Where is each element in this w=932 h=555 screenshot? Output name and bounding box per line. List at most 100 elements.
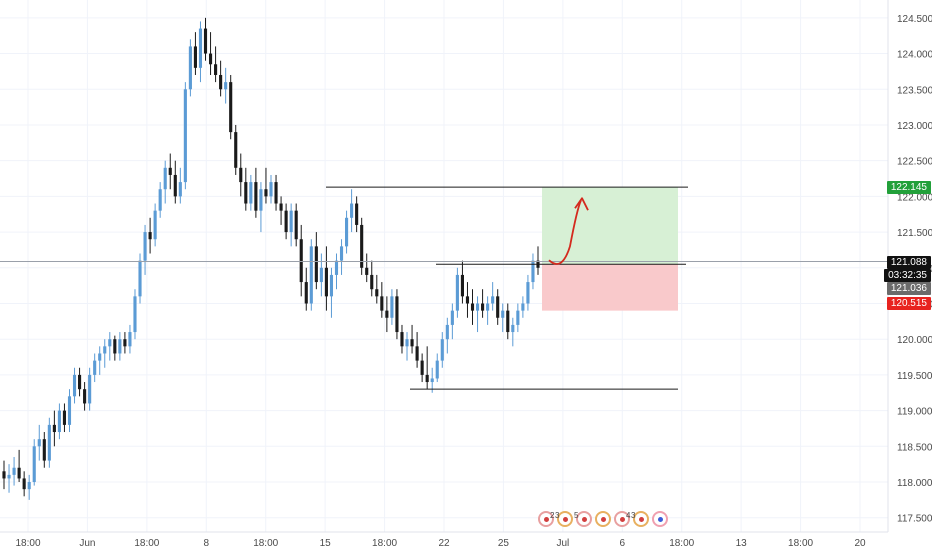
candle [118,332,122,361]
event-icon[interactable]: 3 [631,511,649,527]
profit-zone[interactable] [542,187,678,265]
time-tick-label: 18:00 [253,538,278,549]
candle [32,439,36,486]
candle [47,417,51,468]
economic-events[interactable]: 2 3 5 4 3 [538,511,668,529]
candle [229,74,233,140]
countdown-label: 03:32:35 [884,269,931,282]
candle [93,353,97,383]
candle [415,332,419,368]
projection-curve [548,199,582,265]
candle [78,367,82,397]
position-zones [542,187,678,311]
candle [465,282,470,318]
candle [304,267,308,311]
event-icon[interactable]: 2 [538,511,554,527]
price-tick-label: 123.000 [897,121,932,132]
candle [486,296,490,325]
candle [425,346,429,390]
candle [360,217,364,275]
time-tick-label: 13 [736,538,748,549]
candle [445,317,449,354]
event-icon[interactable]: 3 [555,511,573,527]
candle [153,203,157,247]
candle [506,303,510,340]
price-tick-label: 121.500 [897,228,932,239]
candle [158,182,162,218]
candle [83,382,87,411]
event-icon[interactable] [595,511,611,527]
candle [27,474,31,500]
time-axis: 18:00 Jun 18:00 8 18:00 15 18:00 22 25 Jul 6 18:00 1… [15,538,866,549]
price-tick-label: 122.000 [897,192,932,203]
time-tick-label: 18:00 [788,538,813,549]
candle [435,353,439,383]
candle [62,403,67,433]
candle [214,46,218,83]
event-icon[interactable]: 5 [574,511,592,527]
time-tick-label: Jul [556,538,569,549]
candle [405,332,409,361]
time-tick-label: 22 [438,538,450,549]
candle [410,324,414,354]
time-tick-label: 18:00 [669,538,694,549]
candle [345,210,349,254]
price-tick-label: 119.000 [897,407,932,418]
time-tick-label: 6 [620,538,626,549]
time-tick-label: 20 [854,538,866,549]
candle [491,282,495,311]
candle [440,332,444,368]
time-tick-label: 25 [498,538,510,549]
candle [163,160,167,204]
candle [511,317,515,347]
candle [22,471,26,497]
entry-price-label: 121.036 [886,282,931,295]
candle [198,21,203,83]
candle [274,174,278,211]
candle [365,253,369,283]
loss-zone[interactable] [542,264,678,311]
price-tick-label: 119.500 [897,371,932,382]
candle [284,203,288,240]
candle [350,189,354,233]
candle [188,39,192,97]
candle [133,289,137,340]
candle [113,335,117,361]
arrow-head-icon [574,197,589,211]
candle [455,267,459,318]
candle [148,217,152,254]
candle [239,153,243,197]
candle [516,303,520,333]
current-price-label: 121.088 [886,256,931,269]
candle [531,253,535,290]
candle [128,324,132,354]
candle [143,224,147,275]
candle [42,432,46,468]
candle [98,346,102,375]
candle [339,239,344,275]
price-tick-label: 124.500 [897,14,932,25]
time-tick-label: 8 [204,538,210,549]
event-icon[interactable]: 4 [614,511,630,527]
candle [254,167,258,218]
candle [481,289,485,318]
price-tick-label: 123.500 [897,85,932,96]
candle [37,424,41,461]
candle [400,324,404,354]
candle [329,267,334,318]
time-tick-label: 18:00 [372,538,397,549]
candle [108,332,112,361]
time-tick-label: 18:00 [134,538,159,549]
candle [269,174,273,204]
candle [72,367,77,404]
candle [183,82,187,190]
chart-grid [0,0,888,532]
candle [2,460,6,490]
candle [224,67,228,104]
candle [536,246,540,275]
event-icon[interactable] [652,511,668,527]
price-axis: 124.500 124.000 123.500 123.000 122.500 122.0… [897,14,932,525]
candle [234,124,238,175]
